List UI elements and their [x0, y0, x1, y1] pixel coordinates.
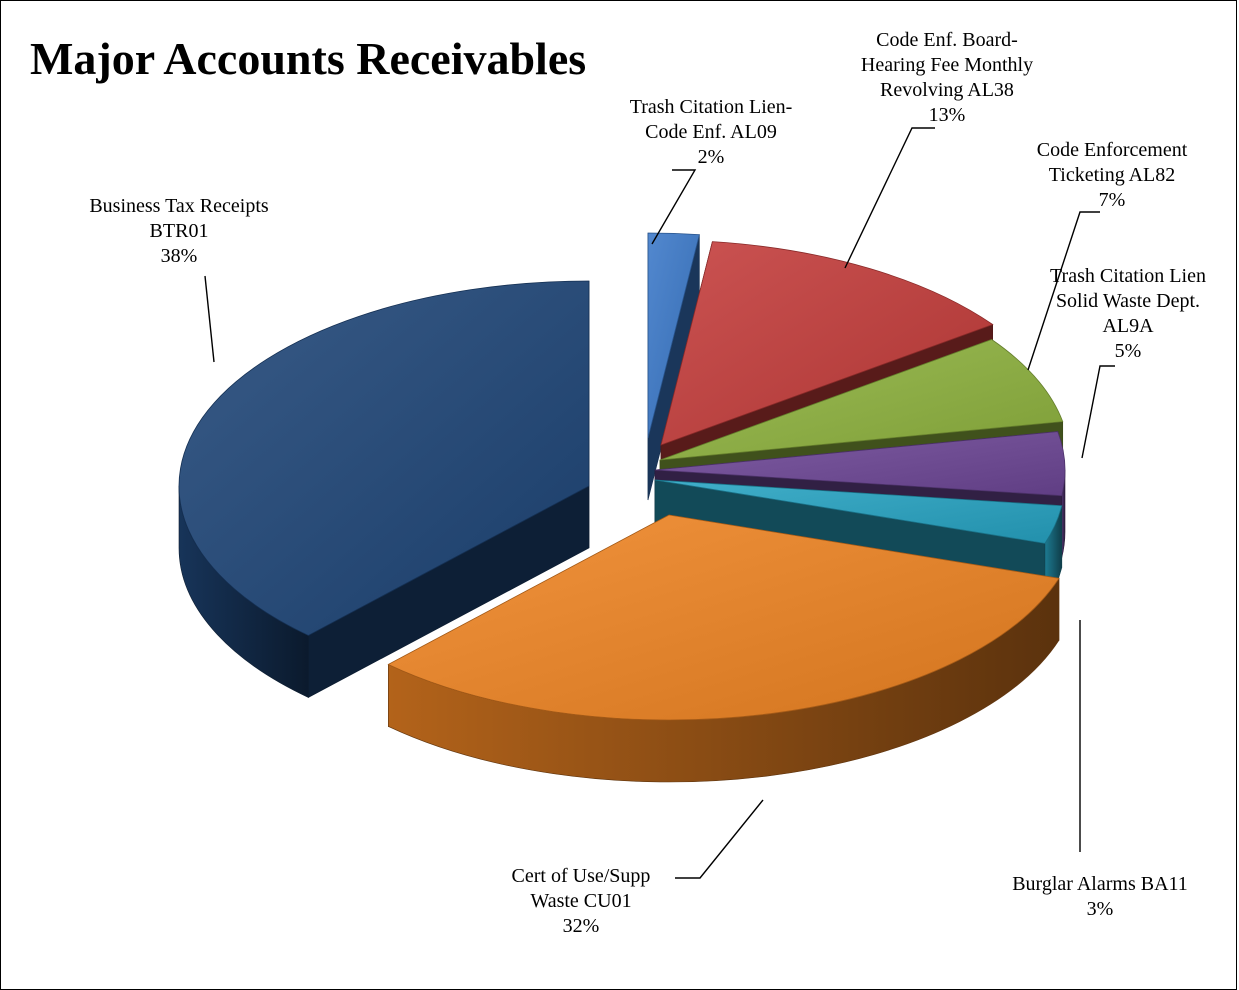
slice-label-line: Trash Citation Lien-	[630, 96, 793, 118]
slice-label-line: Waste CU01	[530, 890, 631, 912]
slice-label-line: Code Enf. AL09	[645, 121, 777, 143]
slice-label: Burglar Alarms BA11 3%	[1012, 873, 1188, 920]
leader-line	[844, 127, 935, 269]
leader-line	[1027, 211, 1100, 371]
slice-label-line: Ticketing AL82	[1049, 164, 1176, 186]
pie-slice	[659, 339, 1064, 461]
slice-label-line: Cert of Use/Supp	[512, 865, 651, 887]
leader-line	[651, 169, 697, 245]
slice-label-line: Hearing Fee Monthly	[861, 54, 1033, 76]
pie-slice	[647, 232, 700, 439]
slice-tops-group	[178, 232, 1066, 721]
slice-label-line: Burglar Alarms BA11	[1012, 873, 1188, 895]
slice-label-line: AL9A	[1102, 315, 1154, 337]
slice-label: Code Enf. Board- Hearing Fee Monthly Revol…	[861, 29, 1033, 126]
pie-slice	[660, 241, 994, 446]
leader-line	[675, 799, 764, 879]
slice-percent: 38%	[161, 245, 198, 267]
slice-percent: 7%	[1099, 189, 1126, 211]
slice-label-line: Trash Citation Lien	[1050, 265, 1206, 287]
pie-slice	[654, 431, 1066, 497]
slice-label: Trash Citation Lien- Code Enf. AL09 2%	[630, 96, 793, 168]
pie-slice	[178, 280, 590, 636]
slice-labels-group: Trash Citation Lien- Code Enf. AL09 2% Code…	[89, 29, 1206, 937]
leader-lines-group	[204, 127, 1115, 879]
slice-label-line: Solid Waste Dept.	[1056, 290, 1200, 312]
slice-label-line: Business Tax Receipts	[89, 195, 269, 217]
leader-line	[204, 275, 215, 363]
slice-percent: 5%	[1115, 340, 1142, 362]
slice-percent: 13%	[929, 104, 966, 126]
slice-label: Code Enforcement Ticketing AL82 7%	[1037, 139, 1188, 211]
slice-label: Trash Citation Lien Solid Waste Dept. AL9A…	[1050, 265, 1206, 362]
chart-title: Major Accounts Receivables	[30, 33, 586, 84]
leader-line	[1081, 365, 1115, 459]
slice-label: Business Tax Receipts BTR01 38%	[89, 195, 269, 267]
pie-slice	[654, 479, 1063, 544]
slice-label-line: Code Enf. Board-	[876, 29, 1018, 51]
slice-percent: 3%	[1087, 898, 1114, 920]
slice-percent: 2%	[698, 146, 725, 168]
slice-percent: 32%	[563, 915, 600, 937]
slice-label-line: Revolving AL38	[880, 79, 1014, 101]
slice-label-line: BTR01	[150, 220, 209, 242]
slice-label-line: Code Enforcement	[1037, 139, 1188, 161]
slice-label: Cert of Use/Supp Waste CU01 32%	[512, 865, 651, 937]
pie-slice	[387, 514, 1060, 721]
